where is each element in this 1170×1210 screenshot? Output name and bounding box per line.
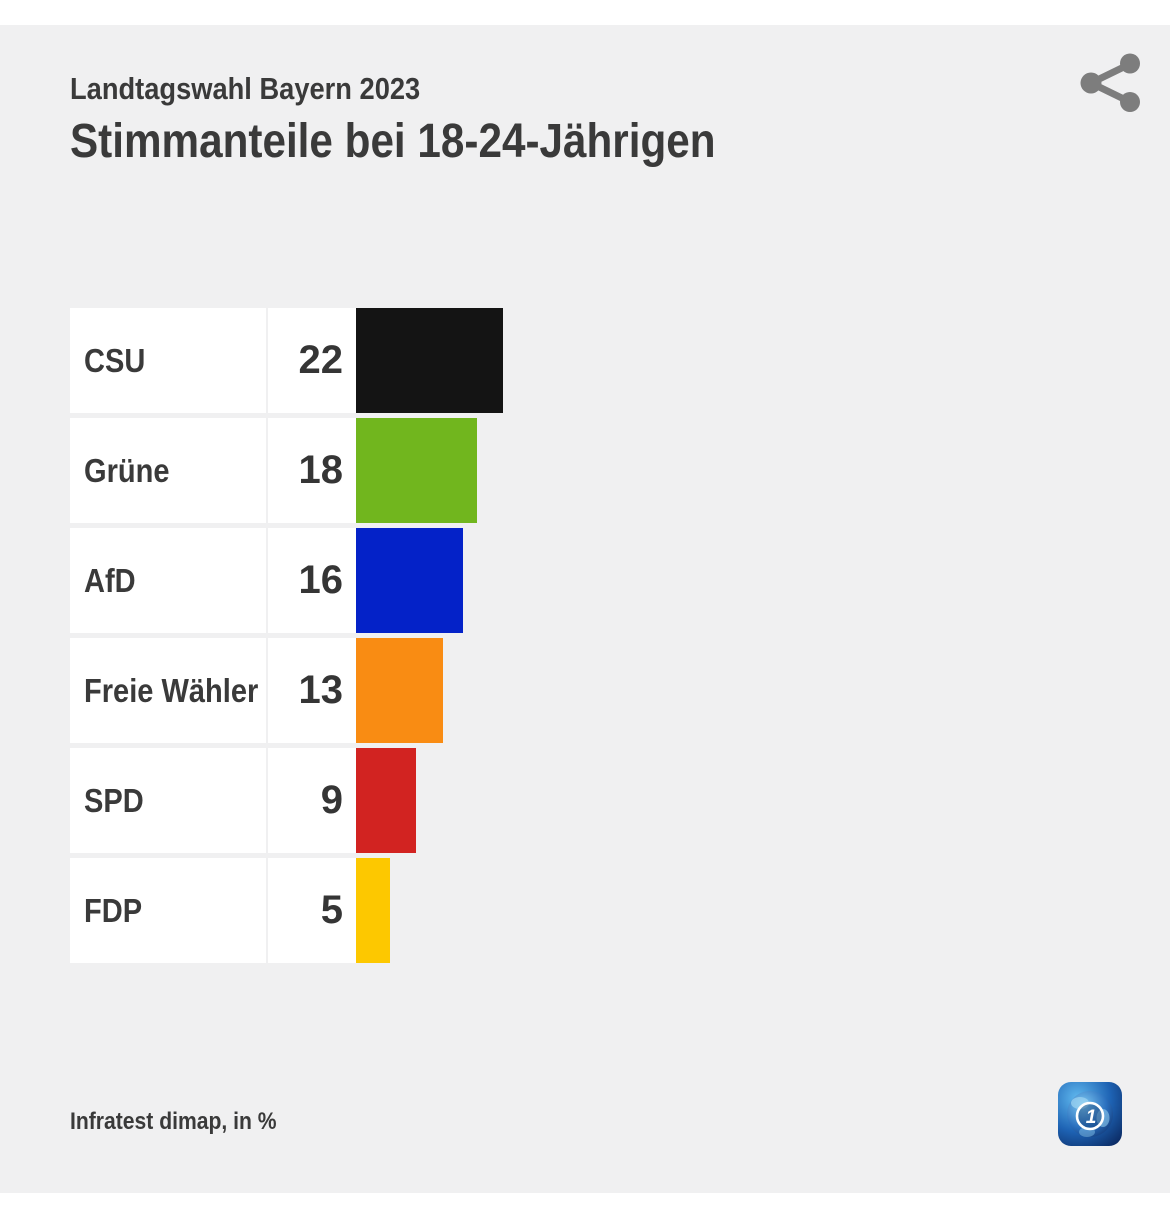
party-row: Freie Wähler 13 [70, 638, 503, 743]
party-bar [356, 638, 443, 743]
chart-subtitle: Landtagswahl Bayern 2023 [70, 71, 468, 106]
page-title-text: Stimmanteile bei 18-24-Jährigen [70, 115, 716, 168]
share-icon [1080, 53, 1142, 117]
party-row: Grüne 18 [70, 418, 503, 523]
party-bar [356, 528, 463, 633]
bar-chart: CSU 22 Grüne 18 AfD 16 Freie Wähler 13 S… [70, 308, 503, 968]
party-bar [356, 748, 416, 853]
party-label: Grüne [70, 418, 266, 523]
ard-one-glyph: 1 [1086, 1107, 1097, 1128]
party-row: FDP 5 [70, 858, 503, 963]
party-label: FDP [70, 858, 266, 963]
party-bar [356, 418, 477, 523]
party-row: AfD 16 [70, 528, 503, 633]
party-label: SPD [70, 748, 266, 853]
share-button[interactable] [1080, 52, 1142, 114]
party-row: CSU 22 [70, 308, 503, 413]
party-value: 13 [268, 638, 356, 743]
page-title: Stimmanteile bei 18-24-Jährigen [70, 114, 804, 169]
party-label: AfD [70, 528, 266, 633]
party-label: CSU [70, 308, 266, 413]
source-note-text: Infratest dimap, in % [70, 1108, 277, 1135]
party-row: SPD 9 [70, 748, 503, 853]
chart-subtitle-text: Landtagswahl Bayern 2023 [70, 71, 421, 106]
bar-rows: CSU 22 Grüne 18 AfD 16 Freie Wähler 13 S… [70, 308, 503, 963]
party-value: 18 [268, 418, 356, 523]
party-value: 5 [268, 858, 356, 963]
ard-one-logo: 1 [1058, 1082, 1122, 1146]
party-value: 22 [268, 308, 356, 413]
source-note: Infratest dimap, in % [70, 1108, 305, 1136]
party-value: 9 [268, 748, 356, 853]
party-value: 16 [268, 528, 356, 633]
party-bar [356, 858, 390, 963]
party-bar [356, 308, 503, 413]
party-label: Freie Wähler [70, 638, 266, 743]
